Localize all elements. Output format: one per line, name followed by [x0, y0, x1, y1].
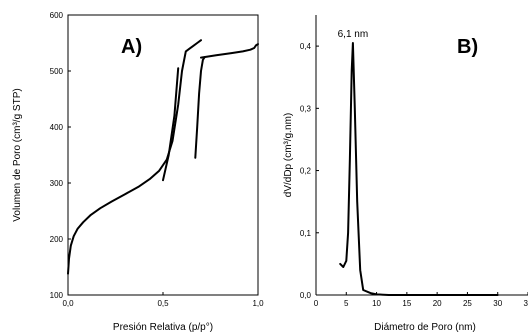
panel-a-y-tick-label: 400	[50, 123, 64, 132]
panel-a: 0,0 0,5 1,0 100 200 300 400 500 600 A) Presión R…	[12, 11, 264, 333]
panel-a-series	[67, 39, 259, 275]
panel-a-y-tick-label: 500	[50, 67, 64, 76]
panel-a-letter: A)	[121, 36, 142, 58]
panel-b-y-tick-label: 0,0	[300, 291, 312, 300]
panel-a-y-axis-label: Volumen de Poro (cm³/g STP)	[12, 88, 23, 221]
panel-b-x-tick-label: 15	[402, 299, 411, 308]
panel-b-x-tick-label: 0	[314, 299, 319, 308]
panel-b-y-tick-label: 0,3	[300, 104, 312, 113]
panel-a-x-tick-label: 1,0	[252, 299, 264, 308]
panel-b-x-tick-label: 20	[433, 299, 442, 308]
panel-a-series-line-1	[67, 39, 202, 275]
panel-a-y-tick-label: 600	[50, 11, 64, 20]
panel-a-series-line-4	[200, 43, 259, 59]
panel-b-ticks: 0 5 10 15 20 25 30 35 0,0 0,1 0,2 0,3 0,4	[300, 42, 528, 308]
panel-a-y-tick-label: 100	[50, 291, 64, 300]
panel-b-y-tick-label: 0,4	[300, 42, 312, 51]
panel-b-y-tick-label: 0,1	[300, 229, 312, 238]
panel-a-series-line-3	[194, 56, 206, 159]
panel-b: 051015202530350,00,10,20,30,4 B) 6,1 nm …	[283, 15, 528, 333]
panel-b-x-tick-label: 25	[463, 299, 472, 308]
panel-b-peak-annotation: 6,1 nm	[338, 29, 369, 40]
panel-a-y-tick-label: 300	[50, 179, 64, 188]
panel-a-y-tick-label: 200	[50, 235, 64, 244]
panel-b-x-tick-label: 10	[372, 299, 381, 308]
panel-a-ticks: 0,0 0,5 1,0 100 200 300 400 500 600	[50, 11, 264, 308]
panel-a-x-tick-label: 0,5	[157, 299, 169, 308]
panel-b-x-tick-label: 30	[493, 299, 502, 308]
panel-b-y-axis-label: dV/dDp (cm³/g.nm)	[283, 113, 294, 197]
panel-a-x-axis-label: Presión Relativa (p/p°)	[113, 322, 213, 333]
panel-a-plot-frame	[67, 14, 259, 296]
panel-b-series	[339, 42, 499, 296]
panel-b-letter: B)	[457, 36, 478, 58]
panel-b-series-line-1	[339, 42, 499, 296]
panel-b-x-axis-label: Diámetro de Poro (nm)	[374, 322, 476, 333]
panel-b-x-tick-label: 5	[344, 299, 349, 308]
panel-a-x-tick-label: 0,0	[62, 299, 74, 308]
panel-a-series-line-2	[162, 67, 180, 182]
panel-b-y-tick-label: 0,2	[300, 167, 312, 176]
panel-b-x-tick-label: 35	[524, 299, 528, 308]
